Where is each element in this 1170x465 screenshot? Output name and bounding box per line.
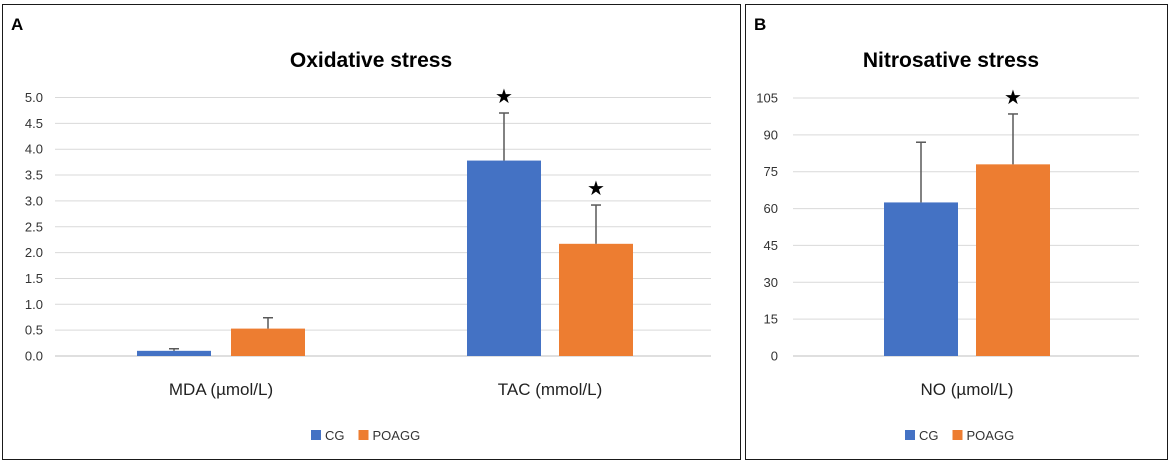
y-tick-label: 4.0 <box>25 142 43 157</box>
y-tick-label: 60 <box>764 201 778 216</box>
significance-star: ★ <box>495 86 513 108</box>
chart-title: Oxidative stress <box>290 49 452 72</box>
bar-cg-0 <box>884 202 958 356</box>
bar-poagg-0 <box>231 328 305 356</box>
bar-cg-1 <box>467 160 541 356</box>
y-tick-label: 1.0 <box>25 297 43 312</box>
y-tick-label: 15 <box>764 312 778 327</box>
legend-swatch-poagg <box>358 430 369 440</box>
chart-title: Nitrosative stress <box>863 49 1039 72</box>
bar-cg-0 <box>137 350 211 356</box>
significance-star: ★ <box>1004 87 1022 109</box>
panel-label-a: A <box>11 15 24 34</box>
x-category-label: NO (µmol/L) <box>921 380 1014 399</box>
y-tick-label: 45 <box>764 238 778 253</box>
y-tick-label: 4.5 <box>25 116 43 131</box>
y-tick-label: 2.5 <box>25 219 43 234</box>
y-tick-label: 1.5 <box>25 271 43 286</box>
bar-poagg-0 <box>976 164 1050 356</box>
panel-a: A Oxidative stress 0.0 0.5 1.0 1.5 2.0 2.5 3.0 3… <box>2 4 741 460</box>
legend-label-cg: CG <box>919 428 939 443</box>
x-category-label: MDA (µmol/L) <box>169 380 273 399</box>
y-tick-label: 90 <box>764 127 778 142</box>
chart-oxidative-stress: Oxidative stress 0.0 0.5 1.0 1.5 2.0 2.5 3.0 3.5… <box>25 49 711 443</box>
legend-label-poagg: POAGG <box>967 428 1015 443</box>
y-tick-label: 0 <box>771 349 778 364</box>
x-category-label: TAC (mmol/L) <box>498 380 603 399</box>
y-tick-label: 75 <box>764 164 778 179</box>
legend-label-cg: CG <box>325 428 345 443</box>
panel-b: B Nitrosative stress 0 15 30 45 60 75 90 105 ★ NO … <box>745 4 1168 460</box>
legend-swatch-poagg <box>952 430 963 440</box>
y-tick-label: 3.0 <box>25 193 43 208</box>
panel-label-b: B <box>754 15 767 34</box>
significance-star: ★ <box>587 178 605 200</box>
legend-swatch-cg <box>905 430 915 440</box>
y-tick-label: 0.5 <box>25 323 43 338</box>
y-tick-label: 5.0 <box>25 90 43 105</box>
bar-poagg-1 <box>559 243 633 356</box>
legend-label-poagg: POAGG <box>373 428 421 443</box>
y-tick-label: 0.0 <box>25 349 43 364</box>
y-tick-label: 3.5 <box>25 168 43 183</box>
y-tick-label: 105 <box>756 91 778 106</box>
chart-nitrosative-stress: Nitrosative stress 0 15 30 45 60 75 90 105 ★ NO (µ… <box>756 49 1139 443</box>
y-tick-label: 30 <box>764 275 778 290</box>
y-tick-label: 2.0 <box>25 245 43 260</box>
legend-swatch-cg <box>311 430 321 440</box>
